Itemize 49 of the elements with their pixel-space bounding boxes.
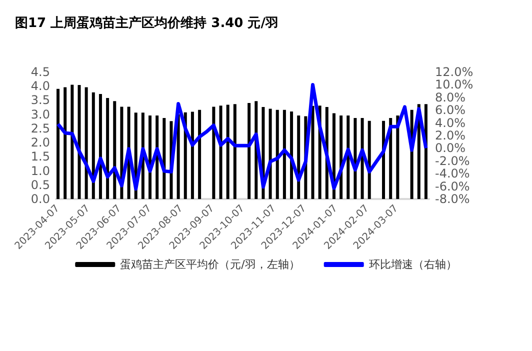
bar xyxy=(233,104,236,199)
bar xyxy=(190,112,194,199)
legend-label: 蛋鸡苗主产区平均价（元/羽，左轴） xyxy=(120,258,300,271)
bar xyxy=(70,84,74,199)
bar xyxy=(198,110,202,199)
y2-tick-label: -6.0% xyxy=(435,179,470,194)
bar xyxy=(56,88,60,199)
bar xyxy=(311,106,314,199)
bar xyxy=(282,110,286,199)
y-tick-label: 2.5 xyxy=(30,121,50,136)
y-tick-label: 3.0 xyxy=(30,107,50,122)
bar xyxy=(98,94,102,199)
y-tick-label: 0.0 xyxy=(30,192,50,206)
bar xyxy=(78,84,81,199)
bar xyxy=(219,106,222,199)
bar xyxy=(226,104,230,199)
line-series xyxy=(56,82,428,191)
bar xyxy=(248,103,251,199)
bar xyxy=(212,106,216,199)
y-tick-label: 3.5 xyxy=(30,93,50,108)
bar xyxy=(64,87,67,199)
y-tick-label: 1.0 xyxy=(30,164,50,178)
y2-tick-label: 4.0% xyxy=(435,116,466,130)
y2-tick-label: 2.0% xyxy=(435,128,466,142)
bar xyxy=(84,87,88,199)
bar xyxy=(106,98,110,199)
y2-tick-label: -8.0% xyxy=(435,192,470,206)
y2-tick-label: 6.0% xyxy=(435,103,466,118)
bar xyxy=(176,114,180,199)
bar xyxy=(92,92,95,199)
legend-label: 环比增速（右轴） xyxy=(368,258,457,271)
chart-title: 图17 上周蛋鸡苗主产区均价维持 3.40 元/羽 xyxy=(15,15,278,31)
y2-tick-label: 12.0% xyxy=(435,65,474,79)
bar xyxy=(424,104,428,199)
y-tick-label: 2.0 xyxy=(30,136,50,150)
y-tick-label: 1.5 xyxy=(30,150,50,164)
y2-tick-label: -4.0% xyxy=(435,166,470,181)
y-tick-label: 4.5 xyxy=(30,65,50,79)
y-tick-label: 4.0 xyxy=(30,79,50,94)
y2-tick-label: 10.0% xyxy=(435,78,474,92)
bar xyxy=(290,112,294,199)
bar xyxy=(276,110,279,199)
bar xyxy=(396,115,400,199)
y2-tick-label: 0.0% xyxy=(435,141,466,156)
y2-tick-label: -2.0% xyxy=(435,154,470,168)
bar xyxy=(113,101,116,199)
y-tick-label: 0.5 xyxy=(30,178,50,192)
y2-tick-label: 8.0% xyxy=(435,90,466,104)
bar xyxy=(268,108,272,199)
